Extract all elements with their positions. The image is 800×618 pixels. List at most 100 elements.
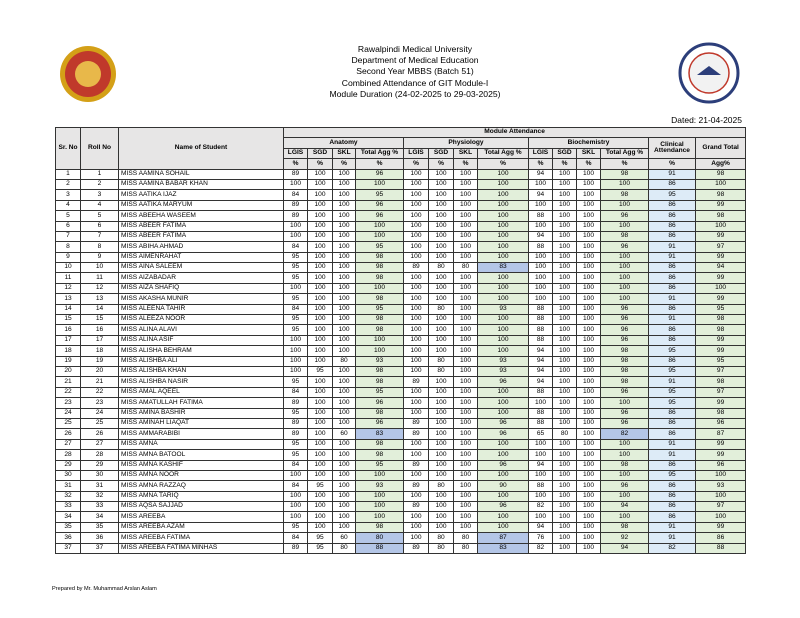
cell: 100: [600, 469, 649, 482]
cell: 100: [576, 199, 601, 212]
cell: 35: [55, 521, 81, 534]
cell: 20: [80, 365, 119, 378]
cell: 100: [600, 262, 649, 274]
cell: 100: [576, 293, 601, 305]
table-row: 9 9 MISS AIMENRAHAT 95 100 100 98 100 100 100 100 1…: [55, 251, 747, 264]
cell: 100: [552, 345, 577, 357]
cell: 100: [355, 220, 404, 232]
cell: 100: [428, 168, 454, 180]
table-row: 10 10 MISS AINA SALEEM 95 100 100 98 89 80 80 83 10…: [55, 262, 747, 274]
cell: 100: [552, 480, 577, 492]
cell: 100: [307, 272, 333, 284]
cell: 100: [694, 282, 747, 295]
table-row: 33 33 MISS AQSA SAJJAD 100 100 100 100 89 100 100…: [55, 501, 747, 513]
cell: 100: [307, 334, 333, 347]
cell: 82: [648, 542, 696, 555]
cell: 100: [403, 241, 429, 253]
cell: 100: [403, 407, 429, 419]
cell: 23: [80, 397, 119, 409]
cell: 37: [55, 542, 81, 555]
cell: 100: [552, 386, 577, 399]
cell: 16: [55, 324, 81, 336]
cell: 86: [648, 282, 696, 295]
cell: 99: [694, 521, 747, 534]
cell: 13: [55, 293, 81, 305]
cell: 100: [428, 469, 454, 482]
cell: 100: [576, 511, 601, 523]
cell: 100: [453, 480, 478, 492]
cell: 100: [552, 303, 577, 316]
cell: 95: [283, 293, 308, 305]
cell: 98: [694, 407, 747, 419]
unit-header: %: [307, 158, 333, 170]
cell: 100: [552, 241, 577, 253]
cell: 30: [80, 469, 119, 482]
sub-header: SKL: [453, 147, 478, 160]
cell: 15: [55, 314, 81, 326]
cell: 100: [477, 293, 529, 305]
cell: 100: [332, 324, 356, 336]
cell: 100: [453, 324, 478, 336]
cell: 100: [332, 490, 356, 503]
cell: 100: [552, 168, 577, 180]
cell: 93: [355, 355, 404, 368]
cell: 97: [694, 386, 747, 399]
header-row: LGIS SGD SKL Total Agg % LGIS SGD SKL Total Agg…: [56, 147, 746, 160]
student-name: MISS ABEER FATIMA: [118, 220, 284, 232]
cell: 95: [283, 449, 308, 461]
cell: 98: [600, 189, 649, 201]
cell: 24: [80, 407, 119, 419]
footer: Prepared by Mr. Muhammad Arslan Aslam: [52, 586, 157, 592]
cell: 91: [648, 168, 696, 180]
cell: 100: [576, 220, 601, 232]
cell: 100: [332, 386, 356, 399]
cell: 95: [283, 314, 308, 326]
cell: 100: [552, 262, 577, 274]
cell: 100: [528, 199, 553, 212]
cell: 89: [403, 501, 429, 513]
cell: 31: [80, 480, 119, 492]
student-name: MISS AMNA BATOOL: [118, 449, 284, 461]
cell: 98: [600, 355, 649, 368]
cell: 88: [528, 324, 553, 336]
cell: 100: [428, 521, 454, 534]
cell: 100: [307, 469, 333, 482]
cell: 100: [552, 230, 577, 243]
cell: 95: [355, 303, 404, 316]
cell: 98: [600, 230, 649, 243]
cell: 88: [528, 314, 553, 326]
cell: 36: [55, 532, 81, 544]
cell: 100: [576, 521, 601, 534]
cell: 96: [477, 428, 529, 440]
cell: 100: [477, 511, 529, 523]
cell: 27: [55, 438, 81, 451]
cell: 96: [355, 417, 404, 430]
cell: 100: [576, 210, 601, 222]
subject-header: Biochemistry: [528, 137, 649, 149]
cell: 60: [332, 532, 356, 544]
cell: 8: [55, 241, 81, 253]
cell: 89: [403, 459, 429, 471]
cell: 100: [600, 272, 649, 284]
cell: 100: [332, 469, 356, 482]
cell: 97: [694, 501, 747, 513]
cell: 95: [694, 355, 747, 368]
table-row: 18 18 MISS ALISHA BEHRAM 100 100 100 100 100 100…: [55, 345, 747, 357]
cell: 100: [600, 199, 649, 212]
cell: 100: [453, 272, 478, 284]
cell: 95: [283, 376, 308, 388]
cell: 25: [80, 417, 119, 430]
cell: 100: [552, 511, 577, 523]
cell: 88: [528, 407, 553, 419]
cell: 9: [80, 251, 119, 264]
table-row: 24 24 MISS AMINA BASHIR 95 100 100 98 100 100 100…: [55, 407, 747, 419]
cell: 13: [80, 293, 119, 305]
cell: 86: [648, 210, 696, 222]
cell: 100: [477, 199, 529, 212]
cell: 89: [283, 168, 308, 180]
cell: 100: [355, 334, 404, 347]
cell: 100: [332, 168, 356, 180]
table-row: 13 13 MISS AKASHA MUNIR 95 100 100 98 100 100 100…: [55, 293, 747, 305]
unit-header: %: [648, 158, 696, 170]
cell: 100: [477, 168, 529, 180]
